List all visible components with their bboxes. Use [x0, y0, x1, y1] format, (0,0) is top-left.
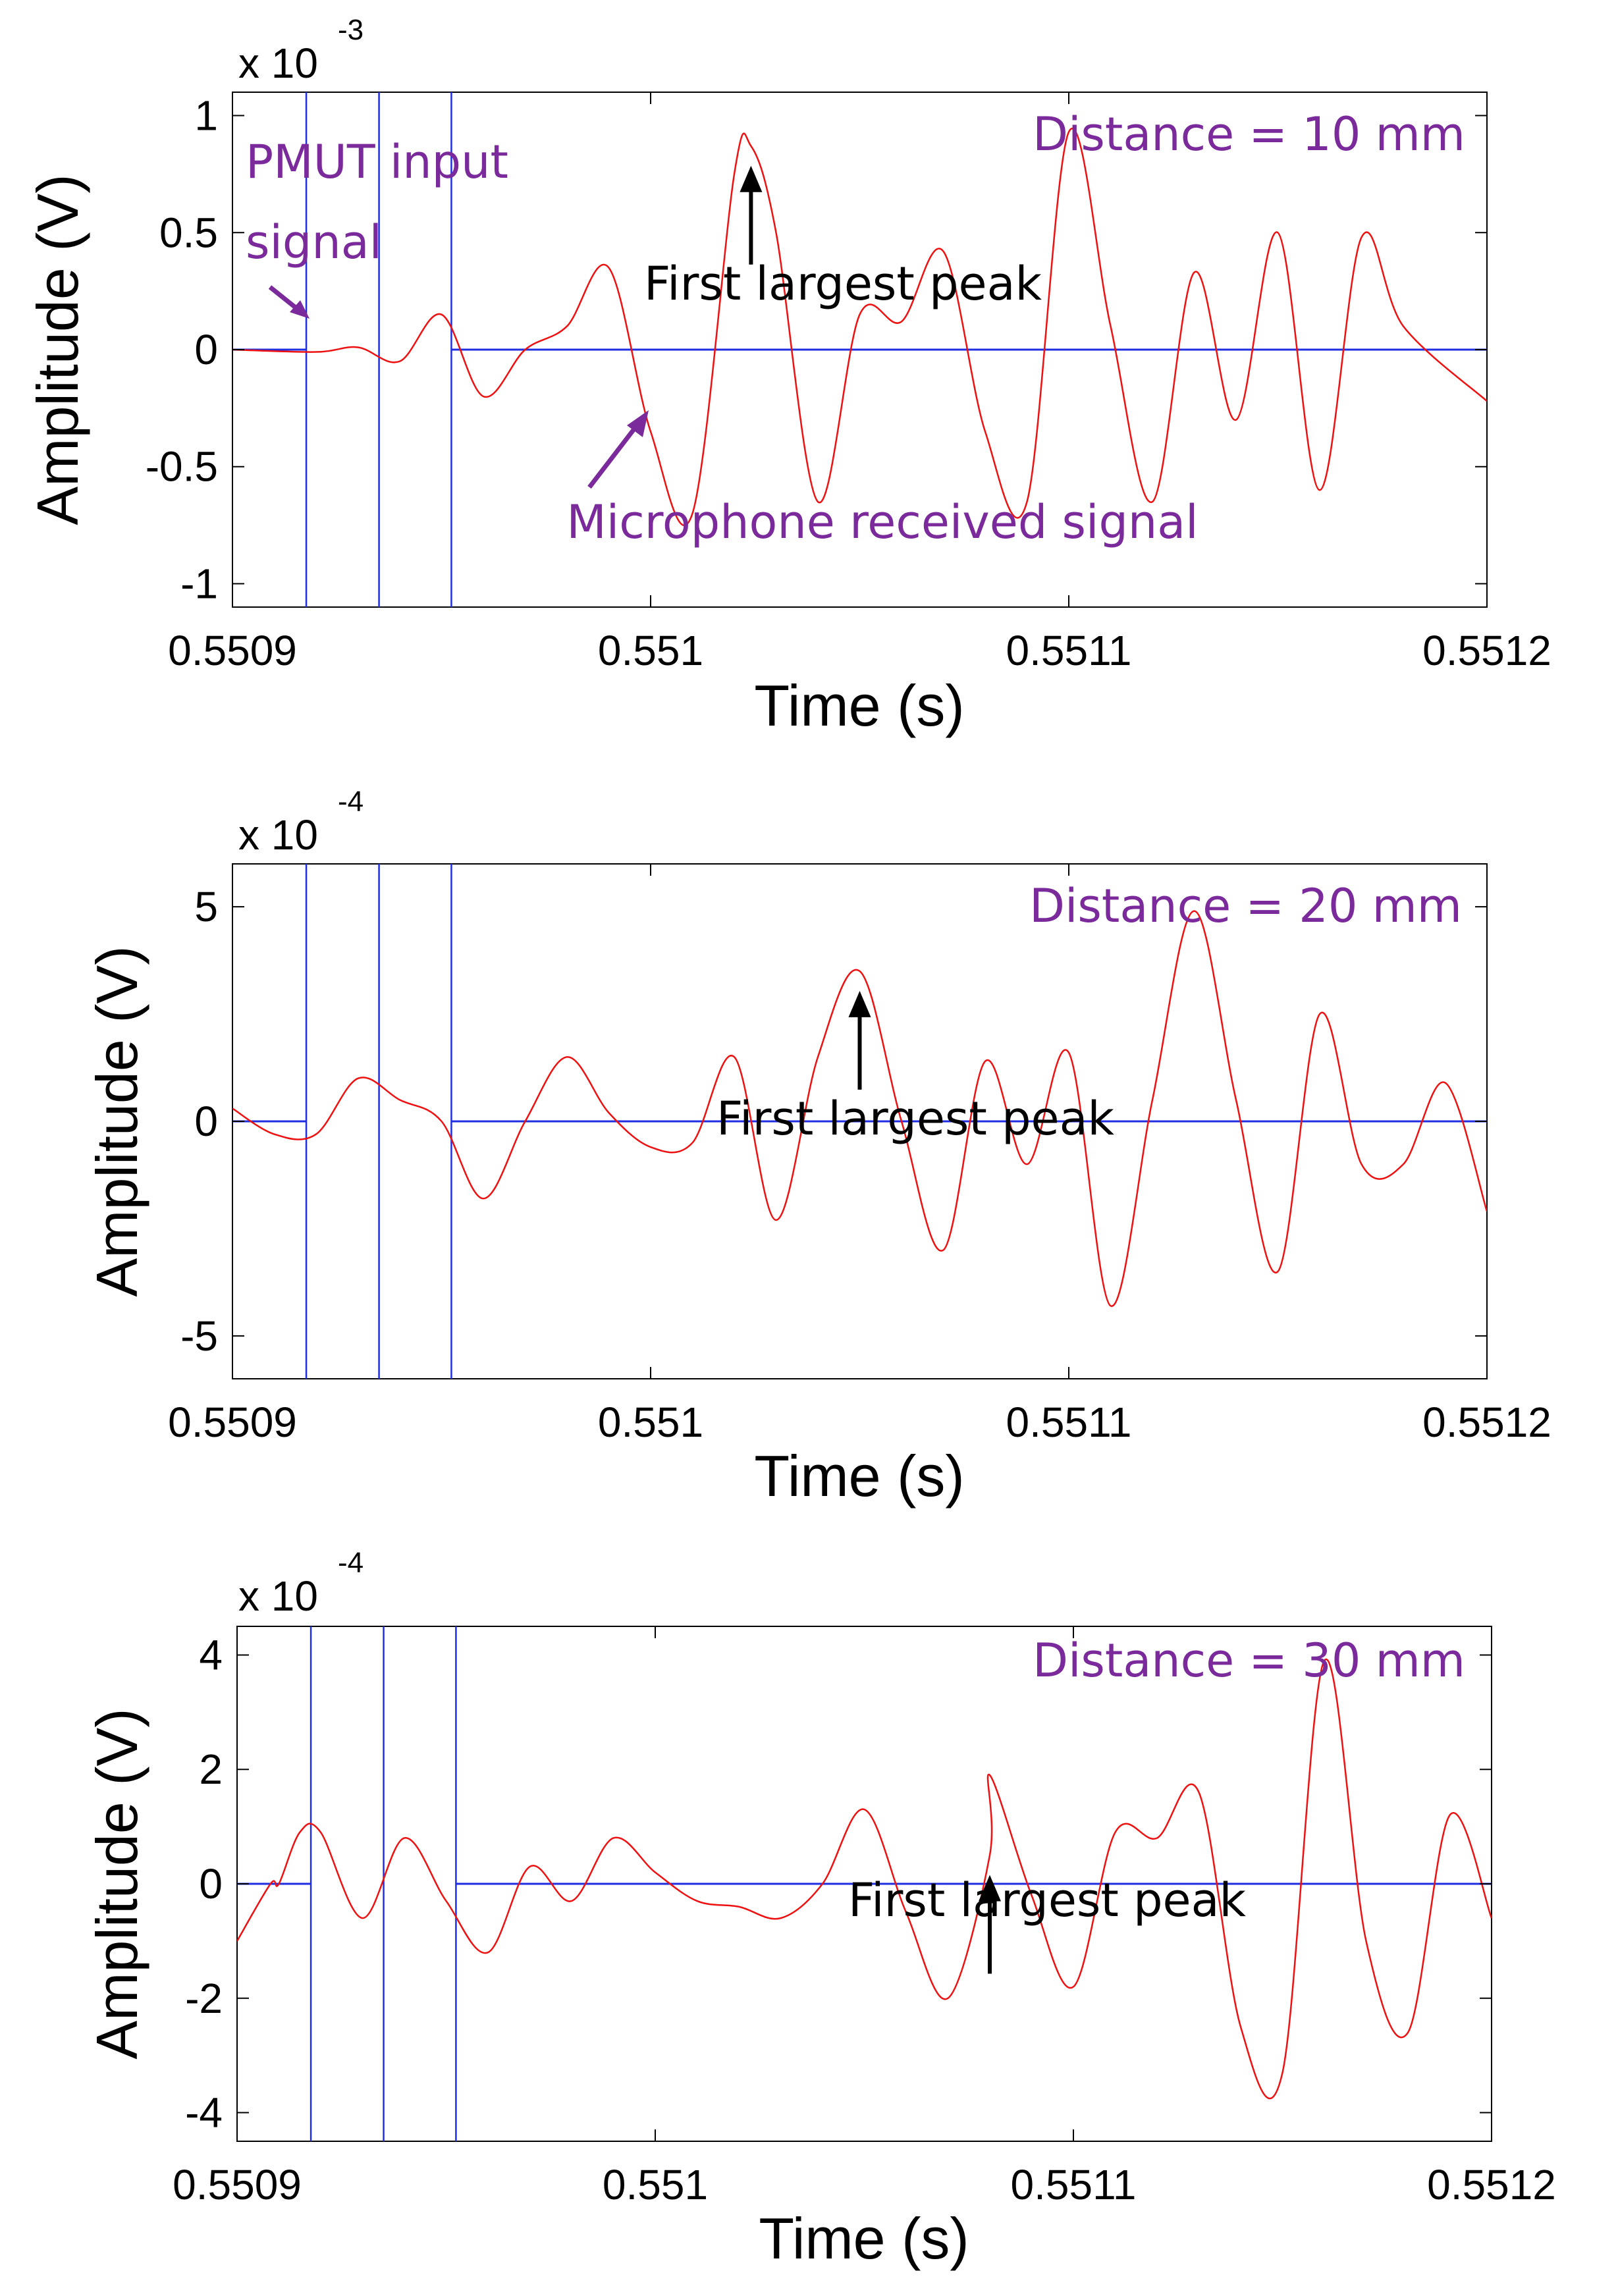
y-tick-label: -0.5 [146, 443, 218, 491]
x-tick-label: 0.5509 [173, 2161, 302, 2208]
y-tick-label: 2 [199, 1746, 223, 1793]
x-tick-label: 0.5511 [1011, 2161, 1137, 2208]
y-scale-multiplier: x 10 [238, 40, 318, 87]
y-tick-label: -1 [180, 560, 218, 607]
mic-signal-label: Microphone received signal [566, 495, 1198, 549]
x-tick-label: 0.5512 [1427, 2161, 1556, 2208]
mic-signal-arrow [587, 423, 639, 489]
x-tick-label: 0.5512 [1422, 1399, 1551, 1446]
distance-label: Distance = 10 mm [1033, 107, 1465, 161]
y-scale-exponent: -4 [338, 786, 364, 818]
x-tick-label: 0.5509 [168, 1399, 297, 1446]
x-tick-label: 0.551 [598, 627, 703, 674]
y-tick-label: 4 [199, 1631, 223, 1678]
x-tick-label: 0.551 [603, 2161, 708, 2208]
microphone-signal-line [237, 1658, 1492, 2100]
y-axis-label: Amplitude (V) [25, 174, 90, 525]
y-scale-multiplier: x 10 [238, 811, 318, 859]
x-tick-label: 0.5512 [1422, 627, 1551, 674]
y-tick-label: 0 [194, 1098, 218, 1145]
peak-arrowhead [848, 990, 871, 1017]
distance-label: Distance = 20 mm [1029, 879, 1462, 933]
y-scale-exponent: -4 [338, 1547, 364, 1579]
x-axis-label: Time (s) [754, 673, 964, 738]
mic-signal-arrowhead [627, 410, 649, 437]
y-tick-label: 0.5 [159, 209, 218, 256]
input-signal-label-line2: signal [246, 215, 382, 269]
peak-label: First largest peak [716, 1092, 1115, 1146]
y-tick-label: -4 [185, 2089, 223, 2137]
y-tick-label: -5 [180, 1312, 218, 1360]
peak-label: First largest peak [848, 1873, 1247, 1927]
x-axis-label: Time (s) [759, 2206, 969, 2271]
y-tick-label: -2 [185, 1975, 223, 2022]
peak-arrowhead [740, 165, 763, 192]
input-signal-arrowhead [290, 300, 310, 319]
x-axis-label: Time (s) [754, 1443, 964, 1508]
microphone-signal-line [232, 128, 1487, 526]
x-tick-label: 0.5509 [168, 627, 297, 674]
y-scale-multiplier: x 10 [238, 1572, 318, 1620]
x-tick-label: 0.5511 [1006, 1399, 1132, 1446]
chart-panel-distance-20mm: -5 0 5 0.5509 0.551 0.5511 0.5512 x 10 -4 Tim… [84, 786, 1551, 1508]
y-tick-label: 5 [194, 883, 218, 930]
x-tick-label: 0.551 [598, 1399, 703, 1446]
y-tick-label: 0 [199, 1860, 223, 1908]
chart-panel-distance-10mm: -1 -0.5 0 0.5 1 0.5509 0.551 0.5511 0.5512 x 10… [25, 14, 1551, 738]
y-tick-label: 0 [194, 326, 218, 373]
peak-label: First largest peak [644, 257, 1042, 311]
y-axis-label: Amplitude (V) [84, 1708, 149, 2059]
microphone-signal-line [232, 910, 1487, 1307]
x-tick-label: 0.5511 [1006, 627, 1132, 674]
y-scale-exponent: -3 [338, 14, 364, 46]
distance-label: Distance = 30 mm [1033, 1634, 1465, 1688]
y-tick-label: 1 [194, 92, 218, 140]
y-axis-label: Amplitude (V) [84, 946, 149, 1296]
peak-arrowhead [979, 1875, 1001, 1902]
input-signal-label-line1: PMUT input [246, 135, 508, 189]
